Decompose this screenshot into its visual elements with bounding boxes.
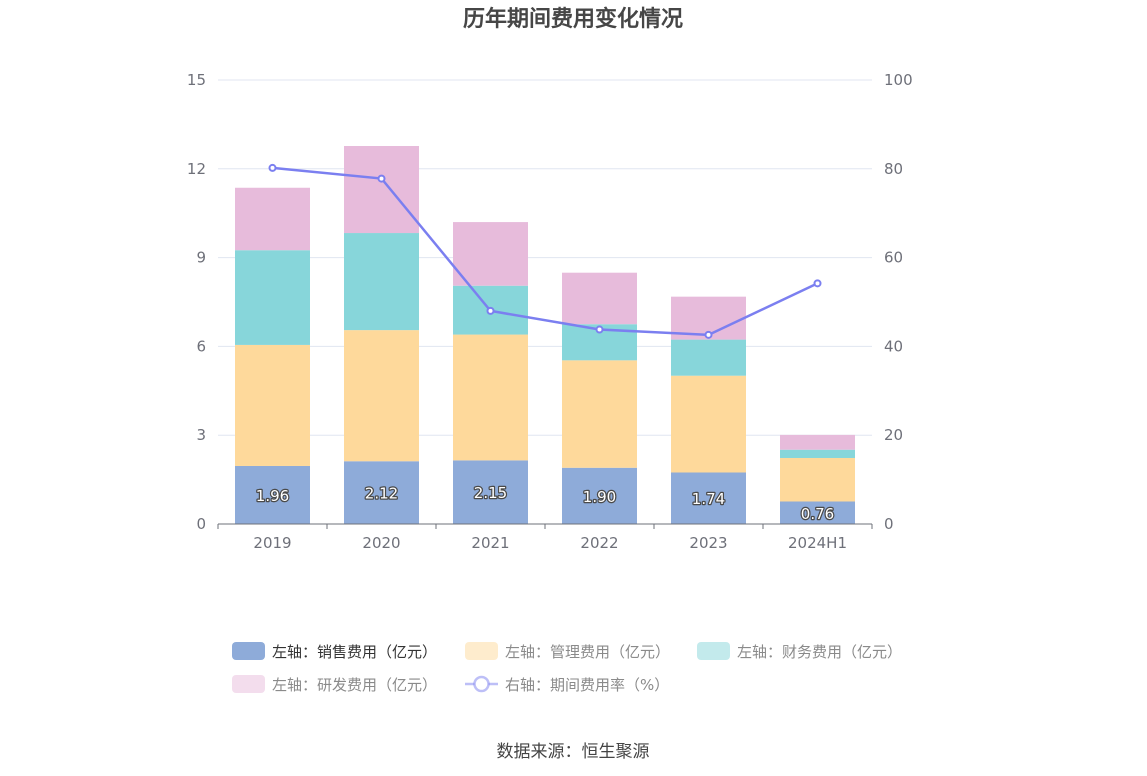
right-axis: 0 20 40 60 80 100 [884,71,913,533]
bar-segment-3 [671,339,746,376]
bar-series [235,146,855,524]
legend: 左轴：销售费用（亿元） 左轴：管理费用（亿元） 左轴：财务费用（亿元） 左轴：研发费用… [232,642,902,694]
bar-data-label: 1.96 [256,487,289,505]
left-tick-label: 15 [187,71,206,89]
legend-item-3[interactable]: 左轴：财务费用（亿元） [697,642,902,661]
bar-segment-2 [235,344,310,466]
legend-item-1[interactable]: 左轴：销售费用（亿元） [232,642,437,661]
legend-swatch [697,642,730,660]
left-tick-label: 6 [196,337,206,355]
left-tick-label: 3 [196,426,206,444]
bar-segment-2 [562,360,637,468]
x-tick-label: 2024H1 [788,534,847,552]
bar-segment-1 [453,460,528,524]
legend-swatch [232,642,265,660]
bar-data-label: 2.12 [365,485,398,503]
bar-segment-1 [344,461,419,524]
bar-segment-4 [235,187,310,251]
line-point [595,325,604,334]
bar-data-label: 2.15 [474,484,507,502]
bar-segment-2 [453,334,528,461]
bar-segment-2 [780,457,855,502]
legend-line-marker [473,675,490,693]
bar-segment-3 [344,233,419,331]
bar-segment-1 [562,467,637,524]
bar-segment-3 [235,250,310,345]
source-text: 数据来源：恒生聚源 [497,742,650,762]
legend-swatch [465,642,498,660]
left-tick-label: 12 [187,160,206,178]
line-point [704,330,713,339]
left-axis: 0 3 6 9 12 15 [187,71,206,533]
bar-data-label: 1.90 [583,488,616,506]
legend-label: 左轴：研发费用（亿元） [272,676,437,694]
bar-segment-1 [780,501,855,524]
x-tick-label: 2019 [253,534,291,552]
legend-swatch [232,675,265,693]
bar-data-label: 1.74 [692,490,725,508]
x-tick-label: 2022 [580,534,618,552]
bar-segment-2 [671,375,746,473]
left-tick-label: 0 [196,515,206,533]
right-tick-label: 60 [884,249,903,267]
legend-item-4[interactable]: 左轴：研发费用（亿元） [232,675,437,694]
legend-label: 左轴：财务费用（亿元） [737,643,902,661]
line-point [486,306,495,315]
left-tick-label: 9 [196,249,206,267]
legend-item-5[interactable]: 右轴：期间费用率（%） [465,675,669,694]
line-point [377,174,386,183]
line-series-path [272,166,819,337]
bar-segment-1 [671,472,746,524]
legend-item-2[interactable]: 左轴：管理费用（亿元） [465,642,670,661]
x-axis: 2019 2020 2021 2022 2023 2024H1 [217,523,873,552]
bar-data-label: 0.76 [801,505,834,523]
data-labels: 1.96 2.12 2.15 1.90 1.74 0.76 [255,483,836,524]
line-series [268,163,822,339]
right-tick-label: 20 [884,426,903,444]
x-tick-label: 2020 [362,534,400,552]
line-point [813,279,822,288]
bar-segment-4 [562,272,637,325]
bar-segment-4 [453,222,528,286]
legend-label: 右轴：期间费用率（%） [505,676,669,694]
x-tick-label: 2021 [471,534,509,552]
right-tick-label: 40 [884,337,903,355]
chart-title: 历年期间费用变化情况 [463,6,683,32]
right-tick-label: 100 [884,71,913,89]
bar-segment-3 [780,449,855,458]
x-tick-label: 2023 [689,534,727,552]
bar-segment-2 [344,330,419,462]
bar-segment-4 [344,146,419,234]
gridlines [218,79,872,436]
bar-segment-1 [235,465,310,524]
right-tick-label: 80 [884,160,903,178]
legend-label: 左轴：销售费用（亿元） [272,643,437,661]
right-tick-label: 0 [884,515,894,533]
legend-label: 左轴：管理费用（亿元） [505,643,670,661]
bar-segment-4 [780,434,855,450]
line-point [268,163,277,172]
